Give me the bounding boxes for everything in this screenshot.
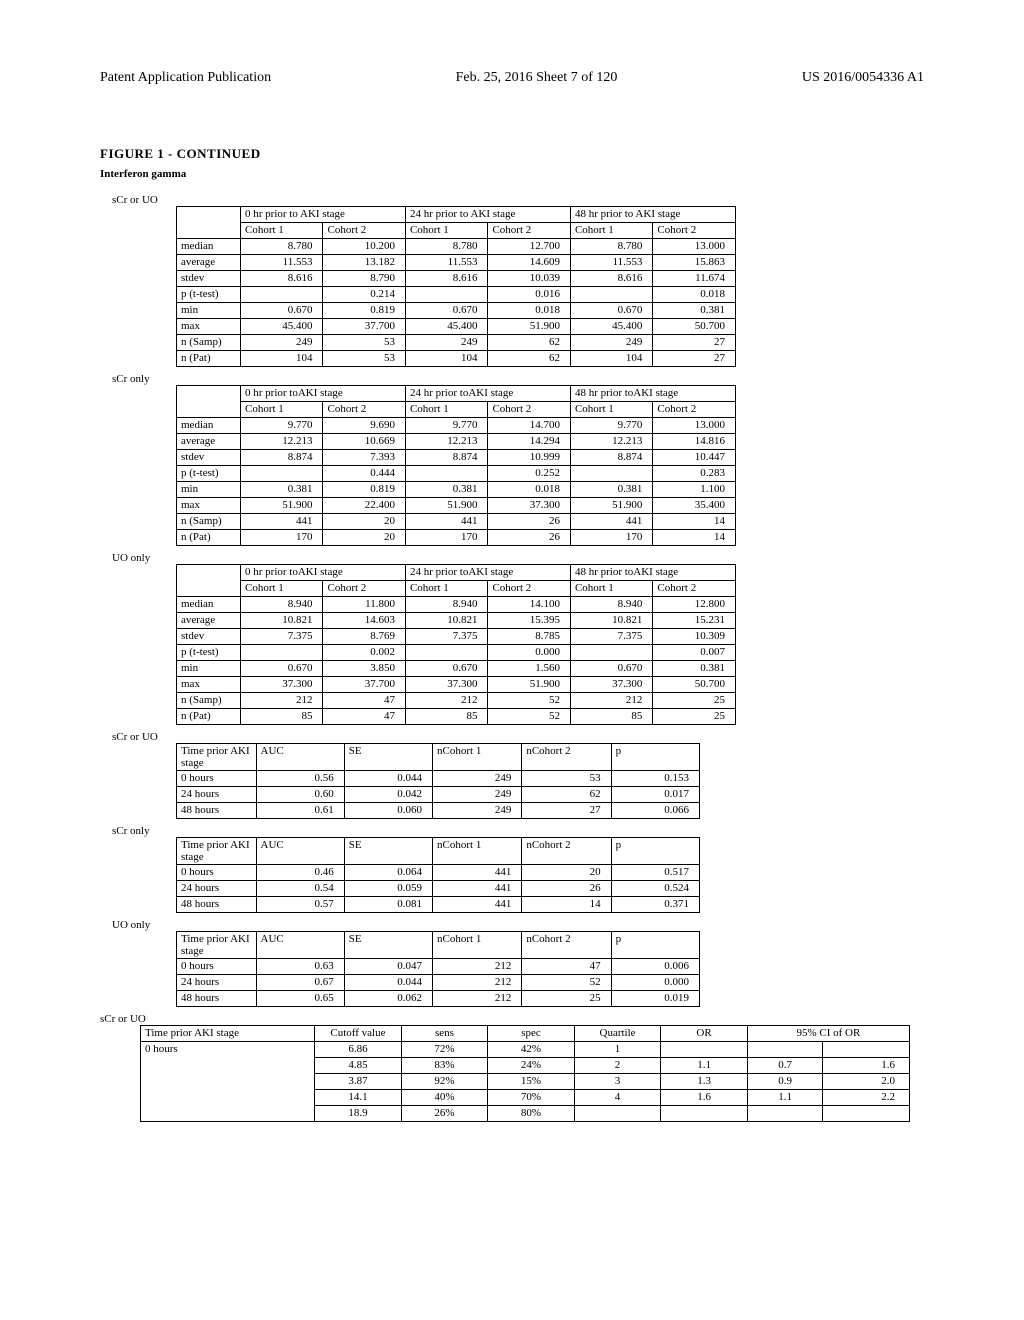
section-label-auc-scr-only: sCr only bbox=[100, 825, 924, 837]
stage-header: 24 hr prior to AKI stage bbox=[405, 207, 570, 223]
or-table: Time prior AKI stage Cutoff value sens s… bbox=[140, 1025, 910, 1122]
stage-header: 0 hr prior to AKI stage bbox=[241, 207, 406, 223]
auc-table-scr-or-uo: Time prior AKI stage AUC SE nCohort 1 nC… bbox=[176, 743, 700, 819]
section-label-uo-only: UO only bbox=[100, 552, 924, 564]
stats-table-scr-only: 0 hr prior toAKI stage 24 hr prior toAKI… bbox=[176, 385, 736, 546]
header-center: Feb. 25, 2016 Sheet 7 of 120 bbox=[456, 70, 618, 86]
stats-table-scr-or-uo: 0 hr prior to AKI stage 24 hr prior to A… bbox=[176, 206, 736, 367]
section-label-or-scr-or-uo: sCr or UO bbox=[100, 1013, 924, 1025]
figure-title: FIGURE 1 - CONTINUED bbox=[100, 146, 924, 162]
auc-table-uo-only: Time prior AKI stage AUC SE nCohort 1 nC… bbox=[176, 931, 700, 1007]
section-label-scr-or-uo: sCr or UO bbox=[100, 194, 924, 206]
page-header: Patent Application Publication Feb. 25, … bbox=[100, 70, 924, 86]
auc-table-scr-only: Time prior AKI stage AUC SE nCohort 1 nC… bbox=[176, 837, 700, 913]
header-left: Patent Application Publication bbox=[100, 70, 271, 86]
section-label-auc-scr-or-uo: sCr or UO bbox=[100, 731, 924, 743]
section-label-scr-only: sCr only bbox=[100, 373, 924, 385]
section-label-auc-uo-only: UO only bbox=[100, 919, 924, 931]
stats-table-uo-only: 0 hr prior toAKI stage 24 hr prior toAKI… bbox=[176, 564, 736, 725]
header-right: US 2016/0054336 A1 bbox=[802, 70, 924, 86]
biomarker-name: Interferon gamma bbox=[100, 168, 924, 180]
stage-header: 48 hr prior to AKI stage bbox=[570, 207, 735, 223]
